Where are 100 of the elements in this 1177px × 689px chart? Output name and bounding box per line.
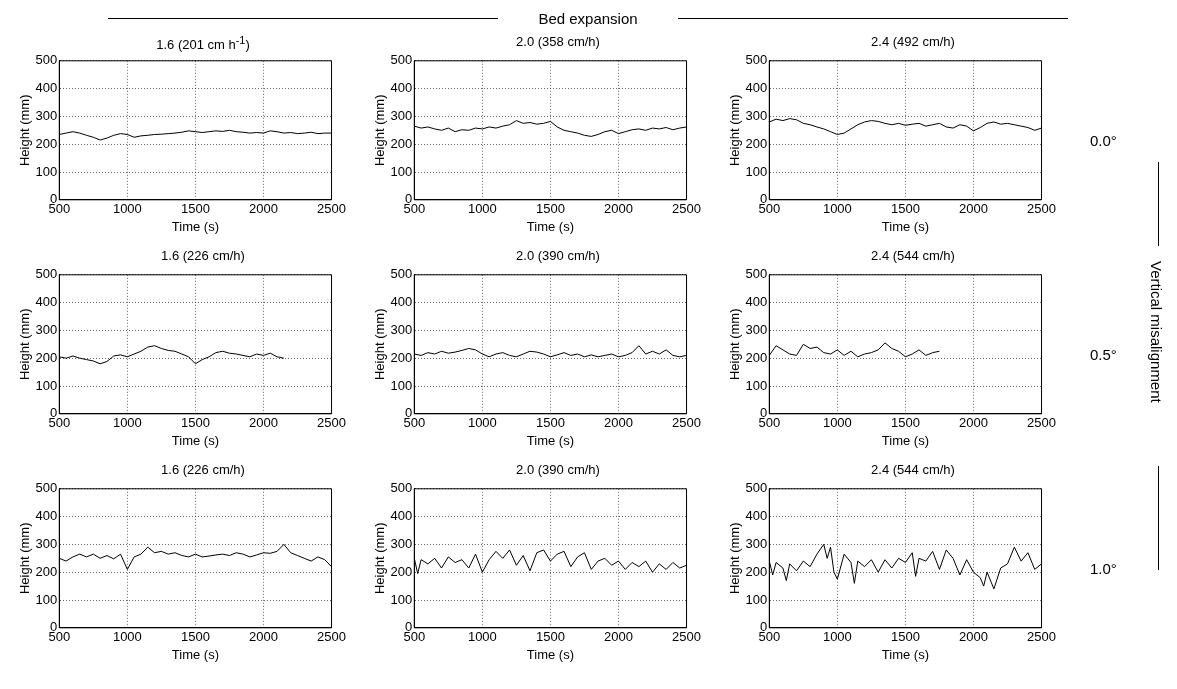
x-tick-label: 2500 (317, 415, 346, 431)
y-tick-label: 400 (390, 508, 413, 524)
y-tick-label: 500 (35, 266, 58, 282)
x-tick-label: 2500 (672, 201, 701, 217)
y-tick-label: 500 (390, 52, 413, 68)
y-tick-label: 400 (745, 294, 768, 310)
x-tick-label: 1000 (822, 201, 852, 217)
chart-title: 2.4 (492 cm/h) (870, 34, 956, 51)
text: Bed expansion (537, 10, 639, 27)
x-tick-label: 1500 (890, 201, 920, 217)
x-tick-label: 2000 (959, 201, 988, 217)
y-tick-label: 500 (390, 266, 413, 282)
x-tick-label: 1000 (467, 201, 497, 217)
y-tick-label: 300 (745, 321, 768, 337)
x-axis-title: Time (s) (881, 218, 930, 234)
x-tick-label: 2000 (604, 415, 633, 431)
x-tick-label: 2500 (1027, 201, 1056, 217)
y-axis-title: Height (mm) (372, 522, 388, 595)
y-tick-label: 400 (745, 508, 768, 524)
y-tick-label: 200 (745, 135, 768, 151)
text: 1.0° (1090, 560, 1117, 577)
x-tick-label: 1000 (467, 415, 497, 431)
x-tick-label: 2500 (672, 415, 701, 431)
y-tick-label: 100 (35, 163, 58, 179)
y-tick-label: 300 (35, 535, 58, 551)
x-tick-label: 1500 (890, 629, 920, 645)
y-tick-label: 500 (745, 266, 768, 282)
x-tick-label: 1500 (180, 201, 210, 217)
y-tick-label: 500 (35, 480, 58, 496)
y-tick-label: 100 (390, 591, 413, 607)
text: Vertical misalignment (1148, 261, 1165, 403)
text: 0.0° (1090, 132, 1117, 149)
y-axis-title: Height (mm) (372, 308, 388, 381)
chart-title: 1.6 (226 cm/h) (160, 248, 246, 265)
y-tick-label: 300 (390, 321, 413, 337)
y-tick-label: 100 (390, 377, 413, 393)
x-tick-label: 2000 (604, 201, 633, 217)
x-tick-label: 1500 (535, 629, 565, 645)
y-tick-label: 300 (390, 535, 413, 551)
chart-title: 1.6 (226 cm/h) (160, 462, 246, 479)
y-axis-title: Height (mm) (372, 94, 388, 167)
chart-title: 2.0 (390 cm/h) (515, 248, 601, 265)
x-tick-label: 1500 (535, 415, 565, 431)
y-tick-label: 100 (35, 591, 58, 607)
y-axis-title: Height (mm) (727, 522, 743, 595)
y-axis-title: Height (mm) (17, 308, 33, 381)
x-tick-label: 1000 (467, 629, 497, 645)
x-axis-title: Time (s) (171, 218, 220, 234)
y-axis-title: Height (mm) (17, 522, 33, 595)
y-tick-label: 300 (35, 321, 58, 337)
y-axis-title: Height (mm) (727, 308, 743, 381)
x-tick-label: 2500 (1027, 629, 1056, 645)
y-tick-label: 200 (745, 349, 768, 365)
x-tick-label: 1000 (112, 201, 142, 217)
x-tick-label: 2000 (249, 629, 278, 645)
chart-title: 2.0 (358 cm/h) (515, 34, 601, 51)
y-tick-label: 300 (745, 535, 768, 551)
x-tick-label: 2000 (604, 629, 633, 645)
x-tick-label: 1500 (180, 415, 210, 431)
y-tick-label: 300 (390, 107, 413, 123)
y-tick-label: 100 (35, 377, 58, 393)
y-tick-label: 400 (745, 80, 768, 96)
y-tick-label: 100 (390, 163, 413, 179)
y-tick-label: 200 (390, 349, 413, 365)
x-tick-label: 2000 (249, 415, 278, 431)
y-tick-label: 500 (35, 52, 58, 68)
chart-title: 1.6 (201 cm h$^{-1}$) (155, 34, 251, 53)
y-tick-label: 400 (35, 508, 58, 524)
y-axis-title: Height (mm) (17, 94, 33, 167)
y-tick-label: 100 (745, 591, 768, 607)
text: 0.5° (1090, 346, 1117, 363)
x-axis-title: Time (s) (526, 432, 575, 448)
chart-title: 2.0 (390 cm/h) (515, 462, 601, 479)
chart-title: 2.4 (544 cm/h) (870, 462, 956, 479)
chart-title: 2.4 (544 cm/h) (870, 248, 956, 265)
y-tick-label: 100 (745, 377, 768, 393)
y-tick-label: 200 (390, 135, 413, 151)
y-tick-label: 500 (745, 52, 768, 68)
x-tick-label: 1500 (180, 629, 210, 645)
y-axis-title: Height (mm) (727, 94, 743, 167)
x-axis-title: Time (s) (526, 646, 575, 662)
x-tick-label: 2500 (1027, 415, 1056, 431)
y-tick-label: 200 (390, 563, 413, 579)
x-axis-title: Time (s) (171, 646, 220, 662)
x-tick-label: 1000 (822, 415, 852, 431)
y-tick-label: 100 (745, 163, 768, 179)
y-tick-label: 500 (390, 480, 413, 496)
y-tick-label: 400 (390, 80, 413, 96)
x-axis-title: Time (s) (881, 432, 930, 448)
y-tick-label: 300 (35, 107, 58, 123)
x-tick-label: 2000 (959, 629, 988, 645)
x-axis-title: Time (s) (881, 646, 930, 662)
y-tick-label: 200 (35, 349, 58, 365)
x-tick-label: 1500 (535, 201, 565, 217)
y-tick-label: 400 (35, 80, 58, 96)
x-tick-label: 1000 (822, 629, 852, 645)
y-tick-label: 400 (390, 294, 413, 310)
y-tick-label: 200 (35, 563, 58, 579)
y-tick-label: 200 (745, 563, 768, 579)
y-tick-label: 300 (745, 107, 768, 123)
